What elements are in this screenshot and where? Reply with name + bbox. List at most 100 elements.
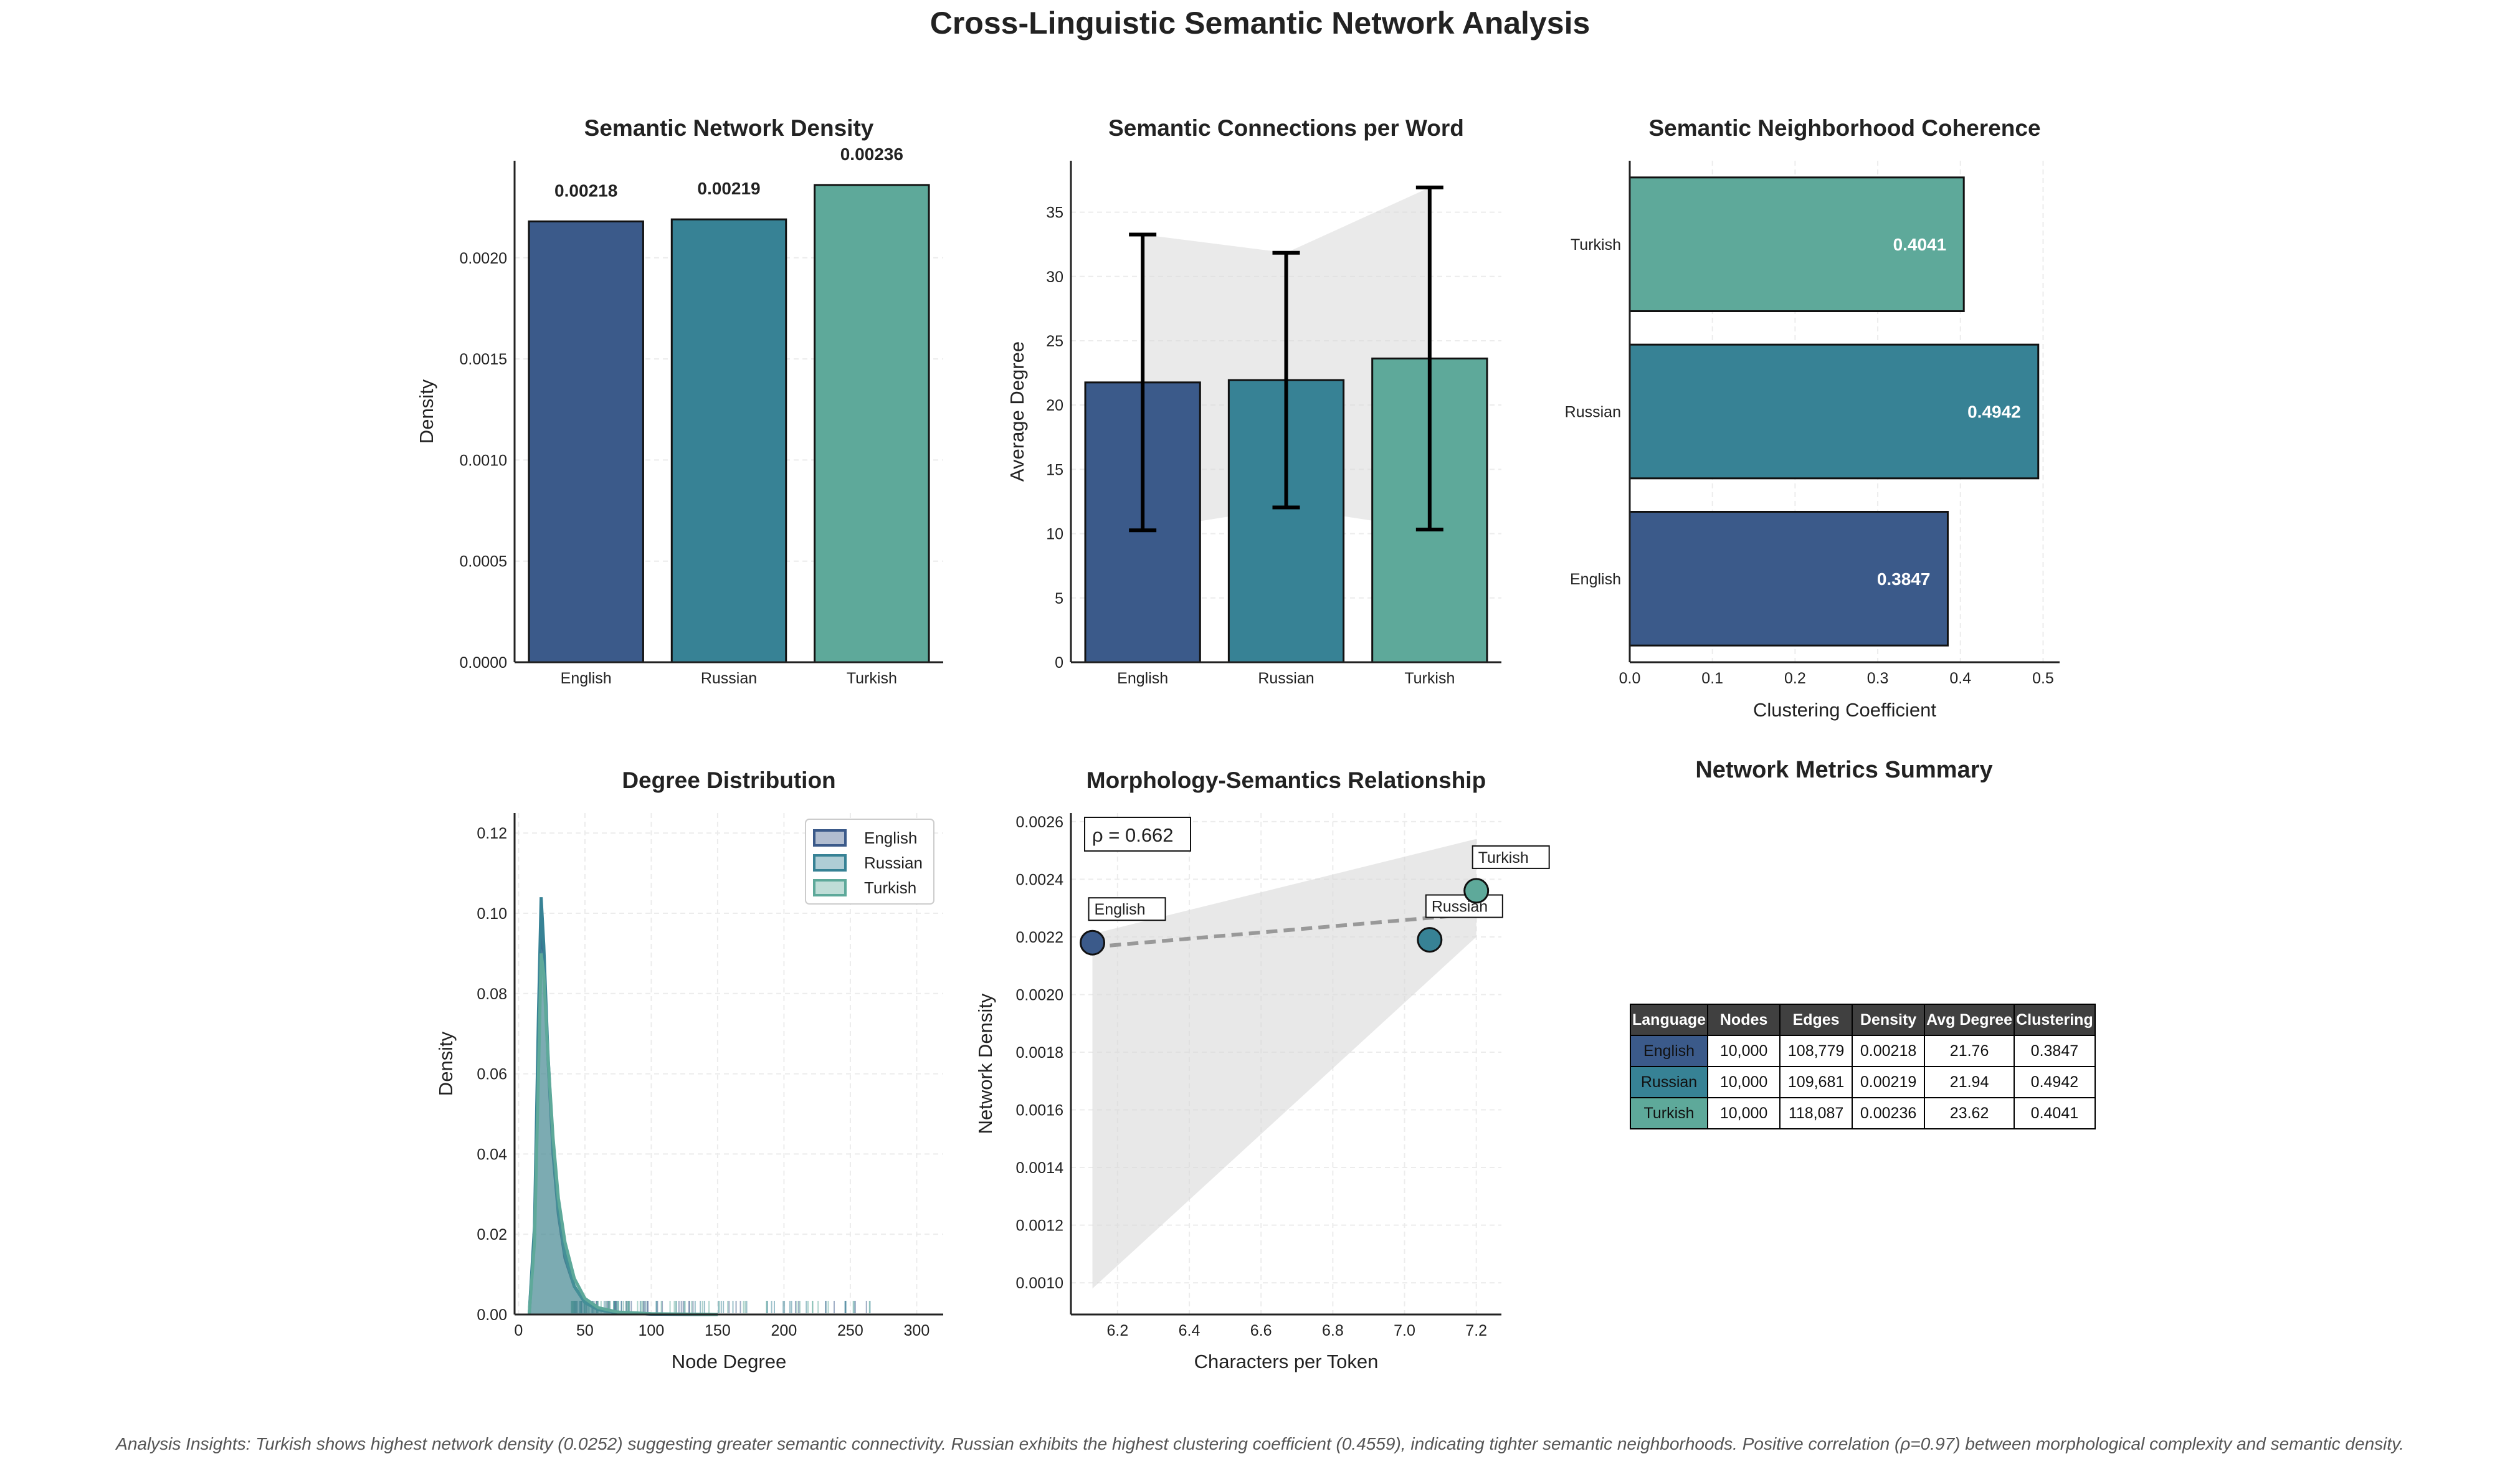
morphology-x-tick-label: 6.8 [1322, 1322, 1344, 1339]
morphology-y-tick-label: 0.0026 [1016, 814, 1063, 831]
morphology-y-tick-label: 0.0022 [1016, 929, 1063, 946]
degree-y-tick-label: 20 [1046, 397, 1063, 414]
table-cell: 10,000 [1707, 1097, 1781, 1129]
clustering-x-tick-label: 0.2 [1784, 670, 1806, 687]
table-cell: 23.62 [1924, 1097, 2015, 1129]
distribution-x-axis-label: Node Degree [672, 1351, 786, 1372]
figure-title: Cross-Linguistic Semantic Network Analys… [930, 6, 1590, 40]
morphology-point-turkish [1463, 878, 1490, 904]
distribution-line-turkish [527, 953, 718, 1316]
distribution-area-russian [529, 897, 718, 1314]
morphology-point-label: Russian [1425, 894, 1503, 918]
table-language-cell: English [1629, 1035, 1709, 1067]
table-cell: 21.76 [1924, 1035, 2015, 1067]
distribution-legend: English Russian Turkish [805, 819, 934, 905]
density-x-tick-label: Russian [701, 670, 757, 687]
table-language-cell: Russian [1629, 1066, 1709, 1098]
table-header-cell: Nodes [1707, 1004, 1781, 1036]
morphology-y-tick-label: 0.0014 [1016, 1159, 1064, 1177]
degree-x-tick-label: English [1117, 670, 1168, 687]
distribution-y-tick-label: 0.00 [477, 1306, 507, 1324]
morphology-chart-title: Morphology-Semantics Relationship [1086, 768, 1486, 793]
distribution-y-tick-label: 0.08 [477, 986, 507, 1003]
clustering-value-label: 0.3847 [1877, 569, 1931, 589]
distribution-area-english [529, 913, 718, 1314]
table-cell: 0.4942 [2014, 1066, 2096, 1098]
table-cell: 109,681 [1779, 1066, 1853, 1098]
morphology-point-label-text: Turkish [1478, 849, 1529, 867]
density-y-tick-label: 0.0020 [460, 250, 507, 267]
distribution-area-turkish [529, 953, 718, 1314]
distribution-y-tick-label: 0.10 [477, 905, 507, 923]
distribution-y-tick-label: 0.06 [477, 1066, 507, 1083]
morphology-point-label-box [1088, 897, 1166, 921]
distribution-x-tick-label: 50 [576, 1322, 594, 1339]
density-value-label: 0.00218 [554, 181, 617, 200]
morphology-y-axis-label: Network Density [974, 993, 996, 1134]
density-value-label: 0.00219 [697, 179, 760, 198]
degree-y-tick-label: 0 [1055, 654, 1063, 672]
distribution-x-tick-label: 300 [904, 1322, 930, 1339]
morphology-correlation-annotation: ρ = 0.662 [1092, 824, 1174, 846]
density-y-axis-label: Density [416, 379, 437, 444]
morphology-y-tick-label: 0.0024 [1016, 871, 1064, 888]
morphology-fit-line [1092, 911, 1476, 949]
table-cell: 10,000 [1707, 1035, 1781, 1067]
table-header-cell: Clustering [2014, 1004, 2096, 1036]
clustering-x-tick-label: 0.4 [1949, 670, 1971, 687]
degree-y-tick-label: 5 [1055, 590, 1063, 607]
morphology-x-tick-label: 7.2 [1465, 1322, 1487, 1339]
degree-y-tick-label: 30 [1046, 269, 1063, 286]
table-cell: 21.94 [1924, 1066, 2015, 1098]
clustering-x-axis-label: Clustering Coefficient [1753, 699, 1936, 721]
morphology-y-tick-label: 0.0016 [1016, 1102, 1063, 1119]
density-y-tick-label: 0.0010 [460, 452, 507, 469]
table-cell: 108,779 [1779, 1035, 1853, 1067]
table-header-cell: Edges [1779, 1004, 1853, 1036]
density-y-tick-label: 0.0015 [460, 351, 507, 368]
clustering-x-tick-label: 0.0 [1619, 670, 1641, 687]
density-x-tick-label: Turkish [847, 670, 897, 687]
density-y-tick-label: 0.0000 [460, 654, 507, 672]
clustering-bar-turkish [1628, 176, 1965, 313]
degree-y-tick-label: 10 [1046, 526, 1063, 543]
degree-y-tick-label: 15 [1046, 461, 1063, 478]
clustering-x-tick-label: 0.5 [2032, 670, 2054, 687]
distribution-legend-swatch [813, 854, 847, 872]
morphology-point-label: English [1088, 897, 1166, 921]
distribution-y-tick-label: 0.12 [477, 825, 507, 842]
table-cell: 0.00236 [1852, 1097, 1926, 1129]
morphology-x-tick-label: 6.4 [1179, 1322, 1201, 1339]
density-bar-russian [670, 218, 787, 663]
distribution-x-tick-label: 150 [705, 1322, 731, 1339]
degree-y-tick-label: 25 [1046, 333, 1063, 350]
table-cell: 0.4041 [2014, 1097, 2096, 1129]
clustering-y-tick-label: English [1570, 571, 1621, 588]
distribution-legend-swatch [813, 829, 847, 847]
morphology-point-russian [1417, 927, 1443, 953]
morphology-point-label-box [1472, 845, 1550, 869]
morphology-x-tick-label: 7.0 [1394, 1322, 1415, 1339]
clustering-x-tick-label: 0.1 [1701, 670, 1723, 687]
morphology-y-tick-label: 0.0012 [1016, 1217, 1063, 1235]
density-value-label: 0.00236 [840, 145, 903, 164]
distribution-y-tick-label: 0.04 [477, 1146, 507, 1163]
table-header-cell: Density [1852, 1004, 1926, 1036]
morphology-point-label: Turkish [1472, 845, 1550, 869]
distribution-y-tick-label: 0.02 [477, 1226, 507, 1243]
morphology-y-tick-label: 0.0018 [1016, 1044, 1063, 1062]
table-row: Turkish 10,000 118,087 0.00236 23.62 0.4041 [1629, 1097, 2096, 1129]
distribution-y-axis-label: Density [435, 1031, 457, 1096]
distribution-x-tick-label: 0 [514, 1322, 523, 1339]
clustering-y-tick-label: Turkish [1571, 236, 1621, 254]
clustering-y-tick-label: Russian [1565, 404, 1621, 421]
clustering-bar-english [1628, 511, 1949, 647]
morphology-confidence-band [1092, 839, 1476, 1289]
distribution-legend-label: Turkish [864, 878, 916, 897]
clustering-chart-title: Semantic Neighborhood Coherence [1648, 115, 2040, 141]
distribution-legend-label: Russian [864, 853, 923, 872]
degree-x-tick-label: Turkish [1404, 670, 1455, 687]
degree-y-axis-label: Average Degree [1006, 341, 1028, 482]
table-row: English 10,000 108,779 0.00218 21.76 0.3847 [1629, 1035, 2096, 1067]
